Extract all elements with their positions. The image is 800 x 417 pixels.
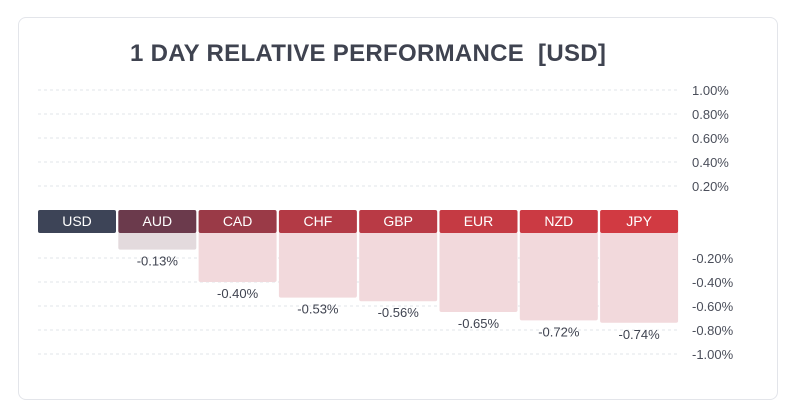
y-tick-label: -0.80% xyxy=(692,323,734,338)
y-tick-label: 0.20% xyxy=(692,179,729,194)
category-header xyxy=(439,210,518,233)
data-label: -0.13% xyxy=(137,254,179,269)
category-header xyxy=(38,210,116,233)
data-label: -0.65% xyxy=(458,316,500,331)
bar xyxy=(118,232,197,250)
data-label: -0.56% xyxy=(378,305,420,320)
category-header xyxy=(278,210,357,233)
category-header xyxy=(118,210,197,233)
y-tick-label: -1.00% xyxy=(692,347,734,362)
y-tick-label: 1.00% xyxy=(692,83,729,98)
chart-card xyxy=(18,17,778,400)
data-label: -0.40% xyxy=(217,286,259,301)
category-header xyxy=(600,210,679,233)
y-tick-label: -0.60% xyxy=(692,299,734,314)
category-label: CHF xyxy=(304,213,333,229)
bar xyxy=(359,232,438,302)
y-tick-label: -0.20% xyxy=(692,251,734,266)
data-label: -0.72% xyxy=(538,324,580,339)
category-label: NZD xyxy=(544,213,573,229)
category-label: GBP xyxy=(383,213,413,229)
category-label: USD xyxy=(62,213,92,229)
y-tick-label: 0.80% xyxy=(692,107,729,122)
category-label: CAD xyxy=(223,213,253,229)
category-label: EUR xyxy=(464,213,494,229)
category-label: JPY xyxy=(626,213,652,229)
category-header xyxy=(198,210,277,233)
chart-title: 1 DAY RELATIVE PERFORMANCE [USD] xyxy=(130,40,607,67)
y-tick-label: 0.60% xyxy=(692,131,729,146)
bar xyxy=(198,232,277,282)
data-label: -0.74% xyxy=(618,327,660,342)
category-header xyxy=(519,210,598,233)
bar xyxy=(519,232,598,321)
bar xyxy=(600,232,679,323)
y-tick-label: 0.40% xyxy=(692,155,729,170)
bar xyxy=(278,232,357,298)
category-label: AUD xyxy=(143,213,173,229)
y-tick-label: -0.40% xyxy=(692,275,734,290)
bar xyxy=(439,232,518,312)
category-header xyxy=(359,210,438,233)
data-label: -0.53% xyxy=(297,302,339,317)
